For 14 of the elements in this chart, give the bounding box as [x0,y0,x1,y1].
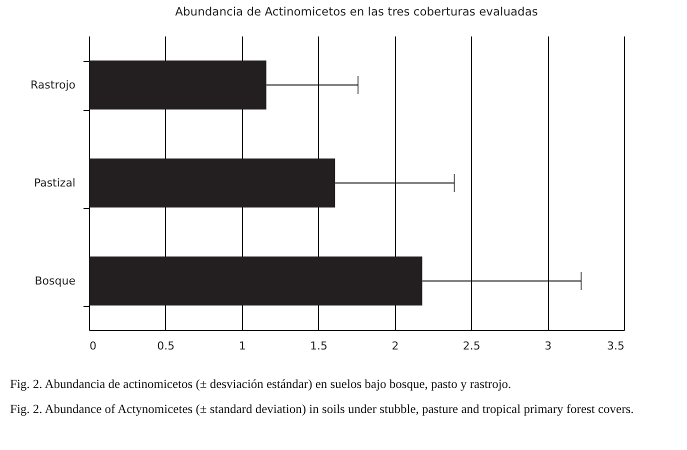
caption: Fig. 2. Abundance of Actynomicetes (± standard deviation) in soils under stubble, pasture and tropical primary forest covers. [10,402,635,417]
x-tick-label: 2 [392,340,399,352]
y-tick-label: Bosque [34,274,76,288]
x-tick-label: 3 [544,340,552,352]
x-tick-label: 0.5 [157,340,175,352]
x-tick-label: 2.5 [462,340,480,352]
x-tick-label: 1 [238,340,246,352]
caption: Fig. 2. Abundancia de actinomicetos (± desviación estándar) en suelos bajo bosque, pasto y rastrojo. [10,377,512,392]
chart-title: Abundancia de Actinomicetos en las tres coberturas evaluadas [175,4,538,18]
y-tick-label: Pastizal [34,176,76,190]
x-tick-label: 1.5 [310,340,328,352]
y-tick-label: Rastrojo [30,78,76,92]
x-tick-label: 0 [90,340,96,352]
x-tick-label: 3.5 [607,340,624,352]
